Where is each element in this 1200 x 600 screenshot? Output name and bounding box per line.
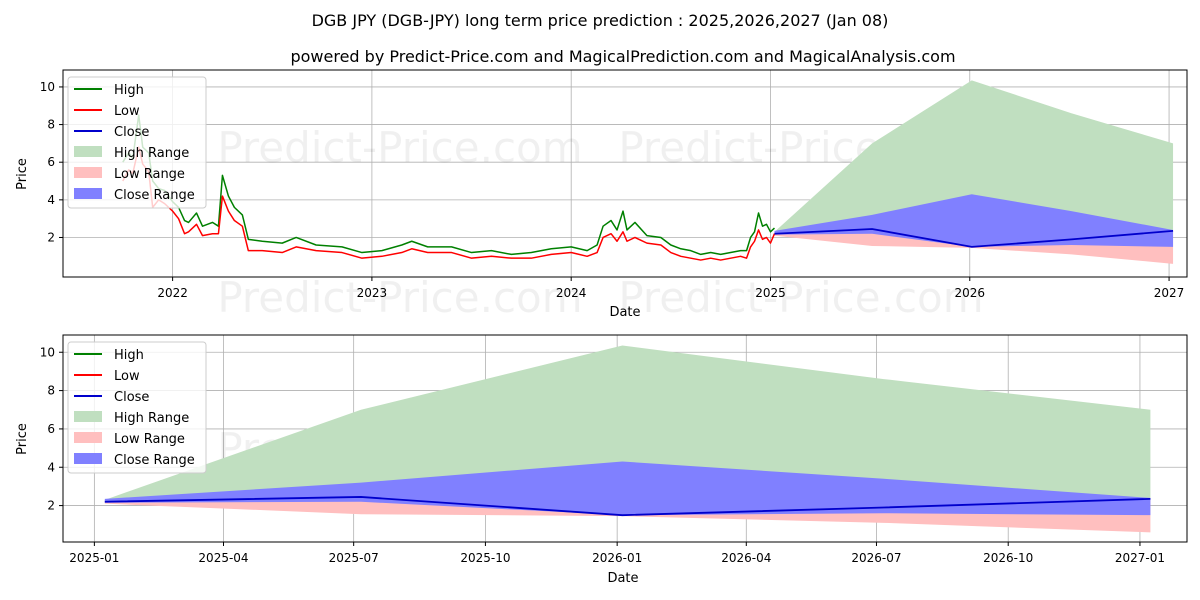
top-ytick-label-3: 8 [47, 118, 55, 132]
legend-low-label: Low [114, 104, 140, 119]
legend-low-range-label: Low Range [114, 432, 185, 447]
bottom-close-line [104, 496, 1151, 517]
legend-close-label: Close [114, 125, 149, 140]
legend-low-range-swatch [74, 432, 102, 443]
chart-subtitle: powered by Predict-Price.com and Magical… [290, 47, 955, 66]
bottom-xtick-label-8: 2027-01 [1115, 551, 1165, 565]
bottom-xtick-label-3: 2025-10 [460, 551, 510, 565]
bottom-legend: High Low Close High Range Low Range Clos… [67, 341, 207, 474]
legend-close-range-label: Close Range [114, 188, 195, 203]
legend-low-range-label: Low Range [114, 167, 185, 182]
top-ytick-label-4: 10 [40, 80, 55, 94]
bottom-ytick-label-0: 2 [47, 499, 55, 513]
top-high-range-band [774, 80, 1174, 232]
chart-title: DGB JPY (DGB-JPY) long term price predic… [312, 11, 889, 30]
bottom-xtick-label-6: 2026-07 [851, 551, 901, 565]
bottom-xtick-label-7: 2026-10 [983, 551, 1033, 565]
legend-high-label: High [114, 83, 144, 98]
top-ytick-label-0: 2 [47, 230, 55, 244]
bottom-ytick-label-3: 8 [47, 384, 55, 398]
top-xtick-label-0: 2022 [157, 286, 188, 300]
legend-close-range-swatch [74, 453, 102, 464]
bottom-close-range-band [104, 461, 1151, 516]
top-xtick-label-2: 2024 [556, 286, 587, 300]
bottom-y-axis-label: Price [15, 423, 30, 455]
top-x-axis-label: Date [609, 305, 640, 320]
bottom-series [104, 345, 1151, 533]
top-close-range-band [774, 194, 1174, 247]
top-ytick-label-2: 6 [47, 155, 55, 169]
bottom-axes-frame [62, 334, 1188, 543]
top-series [122, 80, 1174, 264]
bottom-xtick-label-4: 2026-01 [592, 551, 642, 565]
top-axes-frame [62, 69, 1188, 278]
legend-high-range-label: High Range [114, 146, 189, 161]
legend-high-range-swatch [74, 146, 102, 157]
bottom-chart-panel: Predict-Price.com Predict-Price.com 2025… [15, 334, 1188, 586]
top-xtick-label-4: 2026 [954, 286, 985, 300]
top-low-line [122, 146, 776, 261]
top-high-line [122, 114, 775, 256]
top-close-line [774, 228, 1174, 248]
bottom-ytick-label-2: 6 [47, 422, 55, 436]
watermark-top-left: Predict-Price.com [217, 123, 582, 172]
legend-high-range-swatch [74, 411, 102, 422]
bottom-ytick-label-4: 10 [40, 345, 55, 359]
bottom-high-range-band [104, 345, 1151, 500]
top-xtick-label-5: 2027 [1154, 286, 1185, 300]
bottom-axes: 2025-01 2025-04 2025-07 2025-10 2026-01 2026-… [40, 334, 1188, 565]
bottom-xtick-label-1: 2025-04 [198, 551, 248, 565]
legend-low-label: Low [114, 369, 140, 384]
bottom-legend-box [67, 341, 207, 474]
bottom-ytick-label-1: 4 [47, 460, 55, 474]
legend-high-range-label: High Range [114, 411, 189, 426]
bottom-xtick-label-2: 2025-07 [329, 551, 379, 565]
legend-close-label: Close [114, 390, 149, 405]
legend-close-range-swatch [74, 188, 102, 199]
top-legend-box [67, 76, 207, 209]
watermark-mid-left: Predict-Price.com [217, 273, 582, 322]
bottom-x-axis-label: Date [607, 571, 638, 586]
top-ytick-label-1: 4 [47, 193, 55, 207]
legend-close-range-label: Close Range [114, 453, 195, 468]
bottom-xtick-label-5: 2026-04 [721, 551, 771, 565]
top-chart-panel: Predict-Price.com Predict-Price.com Pred… [15, 69, 1188, 322]
top-y-axis-label: Price [15, 158, 30, 190]
top-xtick-label-3: 2025 [755, 286, 786, 300]
watermark-mid-right: Predict-Price.com [618, 273, 983, 322]
legend-high-label: High [114, 348, 144, 363]
top-xtick-label-1: 2023 [357, 286, 388, 300]
bottom-xtick-label-0: 2025-01 [69, 551, 119, 565]
top-legend: High Low Close High Range Low Range Clos… [67, 76, 207, 209]
top-axes: 2022 2023 2024 2025 2026 2027 2 4 6 8 10 [40, 69, 1188, 300]
legend-low-range-swatch [74, 167, 102, 178]
